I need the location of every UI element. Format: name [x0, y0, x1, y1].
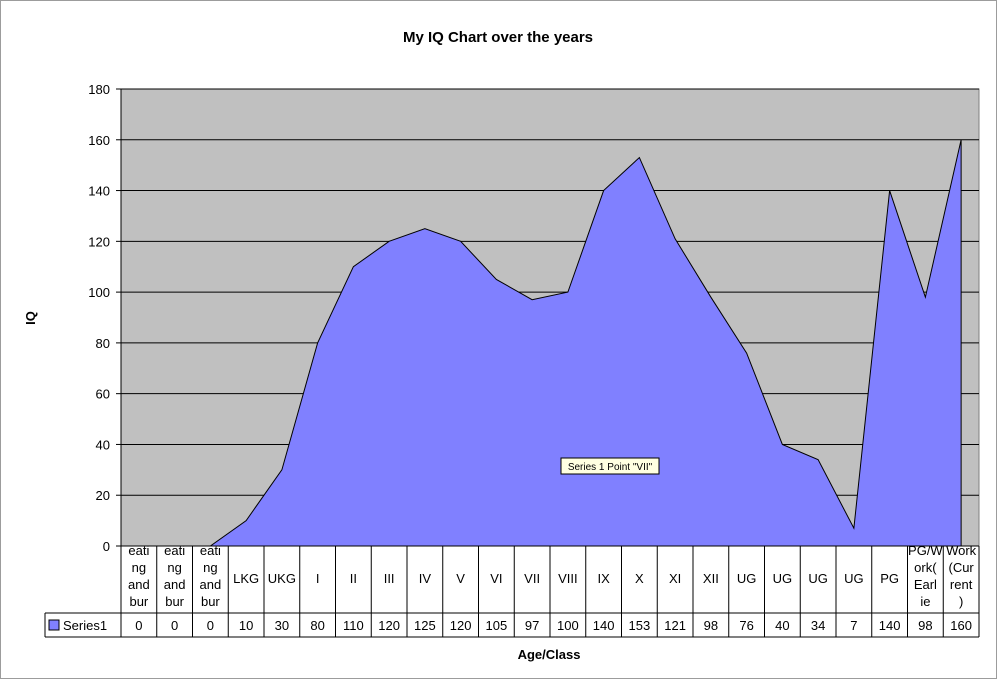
- y-axis-label: IQ: [23, 311, 38, 325]
- x-category-label: UKG: [268, 571, 296, 586]
- y-tick-label: 0: [103, 539, 110, 554]
- x-category-label: eati ng and bur: [164, 543, 186, 609]
- x-category-label: X: [635, 571, 644, 586]
- x-category-label: PG/W ork(Earl ie: [908, 543, 943, 609]
- data-value-label: 121: [664, 618, 686, 633]
- x-category-label: UG: [773, 571, 793, 586]
- x-category-label: II: [350, 571, 357, 586]
- data-value-label: 98: [918, 618, 932, 633]
- data-value-label: 34: [811, 618, 825, 633]
- y-tick-label: 140: [88, 184, 110, 199]
- legend-swatch: [48, 619, 60, 631]
- x-category-label: Work (Cur rent): [946, 543, 977, 609]
- x-axis-label: Age/Class: [518, 647, 581, 662]
- y-tick-label: 120: [88, 234, 110, 249]
- x-category-label: IX: [597, 571, 610, 586]
- data-value-label: 0: [135, 618, 142, 633]
- tooltip-text: Series 1 Point "VII": [568, 462, 653, 473]
- data-value-label: 100: [557, 618, 579, 633]
- series-area: [138, 139, 962, 547]
- y-tick-label: 160: [88, 133, 110, 148]
- data-value-label: 98: [704, 618, 718, 633]
- data-value-label: 80: [310, 618, 324, 633]
- data-value-label: 0: [207, 618, 214, 633]
- x-category-label: UG: [808, 571, 828, 586]
- x-category-label: eati ng and bur: [128, 543, 150, 609]
- x-category-label: XI: [669, 571, 681, 586]
- data-value-label: 40: [775, 618, 789, 633]
- x-category-label: I: [316, 571, 320, 586]
- x-category-label: UG: [737, 571, 757, 586]
- y-tick-label: 180: [88, 82, 110, 97]
- x-category-label: LKG: [233, 571, 259, 586]
- data-value-label: 120: [450, 618, 472, 633]
- x-category-label: PG: [880, 571, 899, 586]
- data-value-label: 110: [343, 618, 364, 633]
- data-value-label: 125: [414, 618, 436, 633]
- legend-series-name: Series1: [63, 618, 107, 633]
- x-category-label: VII: [524, 571, 540, 586]
- data-value-label: 105: [486, 618, 508, 633]
- x-category-label: UG: [844, 571, 864, 586]
- data-value-label: 0: [171, 618, 178, 633]
- y-tick-label: 40: [96, 437, 110, 452]
- data-value-label: 30: [275, 618, 289, 633]
- x-category-label: VI: [490, 571, 502, 586]
- data-value-label: 160: [950, 618, 972, 633]
- tooltip-box: [560, 457, 660, 475]
- x-category-label: V: [456, 571, 465, 586]
- data-value-label: 140: [593, 618, 615, 633]
- x-category-label: eati ng and bur: [200, 543, 222, 609]
- data-value-label: 76: [739, 618, 753, 633]
- y-tick-label: 60: [96, 387, 110, 402]
- y-tick-label: 100: [88, 285, 110, 300]
- x-category-label: III: [384, 571, 395, 586]
- data-value-label: 97: [525, 618, 539, 633]
- data-value-label: 10: [239, 618, 253, 633]
- y-tick-label: 20: [96, 488, 110, 503]
- x-category-label: XII: [703, 571, 719, 586]
- data-value-label: 140: [879, 618, 901, 633]
- x-category-label: VIII: [558, 571, 578, 586]
- y-tick-label: 80: [96, 336, 110, 351]
- data-value-label: 7: [850, 618, 857, 633]
- x-category-label: IV: [419, 571, 432, 586]
- data-value-label: 153: [629, 618, 651, 633]
- chart-title: My IQ Chart over the years: [403, 29, 593, 46]
- data-value-label: 120: [378, 618, 400, 633]
